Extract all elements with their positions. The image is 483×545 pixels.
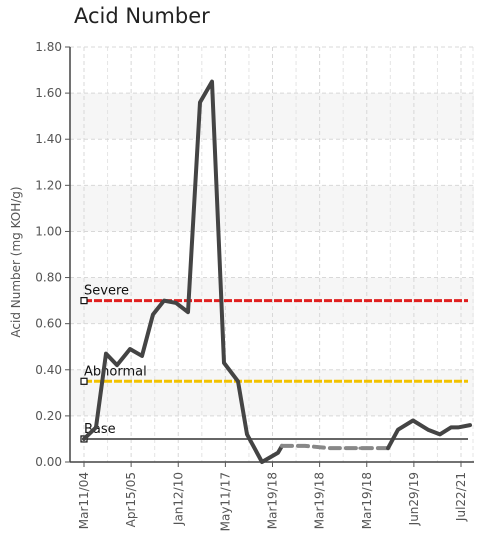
y-tick-label: 0.20	[35, 409, 62, 423]
y-tick-label: 1.20	[35, 178, 62, 192]
data-point	[411, 418, 415, 423]
data-point	[151, 312, 155, 317]
x-axis-ticks: Mar11/04 Apr15/05 Jan12/10 May11/17 Mar19/18…	[77, 462, 468, 531]
data-point	[303, 444, 307, 448]
data-point	[438, 432, 442, 436]
data-point	[426, 428, 430, 432]
y-tick-label: 0.60	[35, 317, 62, 331]
grid-lines	[70, 46, 474, 462]
data-point	[328, 446, 332, 450]
data-point	[140, 354, 144, 358]
y-tick-label: 0.40	[35, 363, 62, 377]
y-tick-label: 0.80	[35, 271, 62, 285]
chart-title: Acid Number	[74, 4, 210, 28]
threshold-marker	[80, 297, 88, 305]
data-point	[115, 363, 119, 367]
y-tick-label: 1.00	[35, 224, 62, 238]
data-point	[276, 451, 280, 455]
data-point	[280, 444, 284, 448]
data-point	[186, 310, 190, 314]
y-tick-label: 0.00	[35, 455, 62, 469]
x-tick-label: Mar19/18	[360, 472, 374, 529]
data-point	[104, 352, 108, 356]
threshold-marker	[80, 377, 88, 385]
x-tick-label: Mar19/18	[266, 472, 280, 529]
data-point	[468, 423, 472, 427]
y-tick-label: 1.60	[35, 86, 62, 100]
y-axis-ticks: 0.00 0.20 0.40 0.60 0.80 1.00 1.20 1.40 1.60 1.80	[35, 40, 70, 469]
data-series	[82, 79, 472, 464]
data-point	[386, 446, 390, 450]
series-line-2	[280, 443, 390, 451]
data-point	[94, 425, 98, 430]
data-point	[456, 425, 460, 430]
data-point	[162, 299, 166, 303]
y-axis-title: Acid Number (mg KOH/g)	[9, 186, 23, 337]
x-tick-label: Apr15/05	[124, 472, 138, 527]
data-point	[245, 432, 249, 436]
x-tick-label: Jul22/21	[454, 472, 468, 522]
data-point	[210, 79, 214, 84]
x-tick-label: May11/17	[218, 472, 232, 531]
x-tick-label: Mar19/18	[313, 472, 327, 529]
x-tick-label: Mar11/04	[77, 472, 91, 529]
x-tick-label: Jan12/10	[171, 472, 185, 526]
data-point	[449, 425, 453, 430]
data-point	[128, 347, 132, 351]
threshold-label-severe: Severe	[84, 284, 129, 299]
y-tick-label: 1.40	[35, 132, 62, 146]
data-point	[198, 100, 202, 104]
data-point	[260, 460, 264, 464]
series-line-1	[82, 79, 284, 464]
data-point	[222, 361, 226, 365]
data-point	[396, 428, 400, 432]
data-point	[358, 446, 362, 450]
data-point	[174, 301, 178, 305]
x-tick-label: Jun29/19	[407, 472, 421, 526]
data-point	[82, 437, 86, 441]
data-point	[236, 379, 240, 383]
y-tick-label: 1.80	[35, 40, 62, 54]
threshold-label-abnormal: Abnormal	[84, 364, 147, 379]
